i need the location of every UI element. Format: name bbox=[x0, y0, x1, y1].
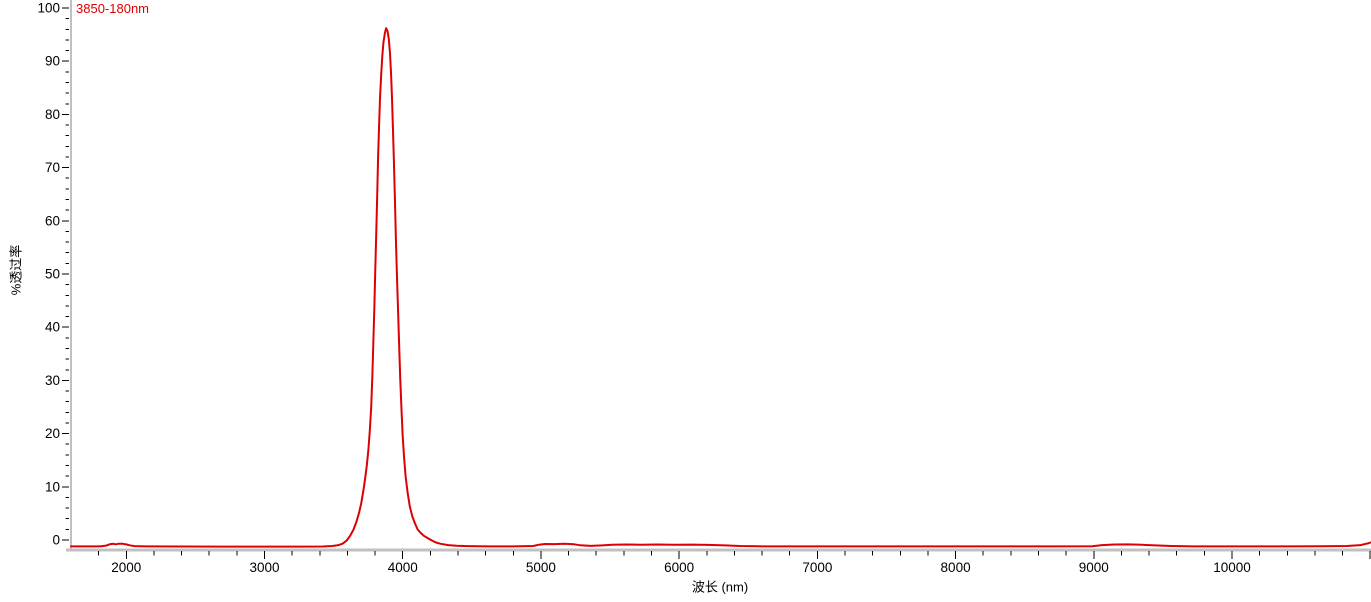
x-tick-label: 6000 bbox=[664, 560, 694, 575]
y-tick-label: 20 bbox=[45, 426, 60, 441]
x-axis-ticks bbox=[98, 551, 1371, 559]
y-tick-label: 60 bbox=[45, 213, 60, 228]
axis-lines bbox=[66, 0, 1371, 552]
y-tick-label: 30 bbox=[45, 373, 60, 388]
x-tick-label: 4000 bbox=[388, 560, 418, 575]
y-axis-tick-labels: 0 10 20 30 40 50 60 70 80 90 100 bbox=[37, 1, 60, 548]
y-tick-label: 40 bbox=[45, 320, 60, 335]
y-tick-label: 70 bbox=[45, 160, 60, 175]
x-tick-label: 7000 bbox=[802, 560, 832, 575]
x-axis-title: 波长 (nm) bbox=[691, 579, 749, 595]
y-tick-label: 50 bbox=[45, 267, 60, 282]
series-legend-label: 3850-180nm bbox=[76, 1, 149, 16]
x-axis-tick-labels: 2000 3000 4000 5000 6000 7000 8000 9000 10000 bbox=[111, 560, 1251, 575]
y-tick-label: 80 bbox=[45, 107, 60, 122]
x-tick-label: 10000 bbox=[1213, 560, 1251, 575]
y-tick-label: 90 bbox=[45, 54, 60, 69]
y-tick-label: 100 bbox=[37, 1, 60, 16]
x-tick-label: 8000 bbox=[941, 560, 971, 575]
series-line bbox=[70, 27, 1371, 548]
y-axis-line bbox=[70, 0, 72, 552]
y-axis-title: %透过率 bbox=[8, 244, 24, 296]
x-tick-label: 2000 bbox=[111, 560, 141, 575]
y-tick-label: 10 bbox=[45, 479, 60, 494]
y-tick-label: 0 bbox=[52, 533, 60, 548]
x-tick-label: 9000 bbox=[1079, 560, 1109, 575]
x-axis-line bbox=[66, 548, 1371, 552]
x-tick-label: 5000 bbox=[526, 560, 556, 575]
series bbox=[70, 27, 1371, 548]
y-axis-ticks bbox=[62, 7, 69, 541]
x-tick-label: 3000 bbox=[249, 560, 279, 575]
